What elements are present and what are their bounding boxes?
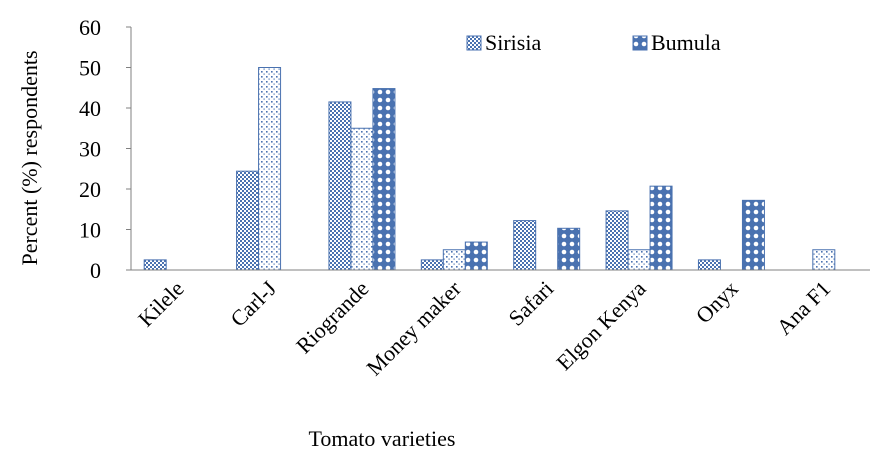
bar-riogrande-series-2 <box>350 127 374 271</box>
bar-elgon-kenya-series-2 <box>627 249 651 271</box>
bar-onyx-series-3 <box>741 199 765 271</box>
x-axis-title: Tomato varieties <box>309 426 456 451</box>
bar-kilele-series-1 <box>143 259 167 271</box>
y-tick-label: 60 <box>79 15 101 40</box>
x-tick-label: Ana F1 <box>771 276 835 340</box>
y-tick-label: 40 <box>79 96 101 121</box>
y-tick-label: 50 <box>79 56 101 81</box>
bar-carl-j-series-2 <box>258 67 282 271</box>
x-tick-label: Safari <box>503 276 558 331</box>
legend-swatch-sirisia <box>466 35 482 51</box>
legend-label-sirisia: Sirisia <box>485 30 541 55</box>
bar-safari-series-1 <box>513 220 537 271</box>
y-tick-label: 0 <box>90 258 101 283</box>
x-tick-label: Money maker <box>361 275 466 380</box>
legend: Sirisia Bumula <box>466 30 721 55</box>
bar-onyx-series-1 <box>697 259 721 271</box>
bar-safari-series-3 <box>557 227 581 271</box>
bar-money-maker-series-3 <box>464 241 488 271</box>
legend-swatch-bumula <box>632 35 648 51</box>
bar-riogrande-series-1 <box>328 101 352 271</box>
bar-riogrande-series-3 <box>372 88 396 271</box>
y-tick-label: 20 <box>79 177 101 202</box>
bar-elgon-kenya-series-3 <box>649 185 673 271</box>
x-tick-label: Riogrande <box>291 276 373 358</box>
plot-area: 0 10 20 30 40 50 60 Kilele Carl-J RiograndeMoney … <box>79 15 870 380</box>
bar-money-maker-series-1 <box>420 259 444 271</box>
y-tick-label: 30 <box>79 137 101 162</box>
y-axis-title: Percent (%) respondents <box>17 50 42 265</box>
x-tick-label: Onyx <box>691 276 743 328</box>
bar-ana-f1-series-2 <box>812 249 836 271</box>
x-tick-label: Elgon Kenya <box>551 276 650 375</box>
legend-label-bumula: Bumula <box>651 30 721 55</box>
x-tick-label: Carl-J <box>225 276 281 332</box>
bar-carl-j-series-1 <box>236 170 260 271</box>
bar-money-maker-series-2 <box>442 249 466 271</box>
y-tick-label: 10 <box>79 218 101 243</box>
x-tick-label: Kilele <box>133 276 189 332</box>
bar-elgon-kenya-series-1 <box>605 210 629 271</box>
